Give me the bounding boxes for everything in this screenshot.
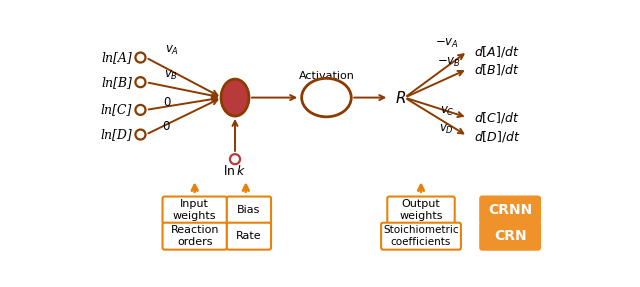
FancyBboxPatch shape: [163, 223, 227, 250]
FancyBboxPatch shape: [227, 223, 271, 250]
Text: $v_B$: $v_B$: [164, 69, 178, 82]
Text: Output
weights: Output weights: [399, 199, 443, 221]
Text: $\ln k$: $\ln k$: [223, 164, 246, 178]
Ellipse shape: [301, 78, 351, 117]
Text: $\exp(x)$: $\exp(x)$: [306, 89, 347, 106]
FancyBboxPatch shape: [381, 223, 461, 250]
Text: $-v_B$: $-v_B$: [437, 56, 461, 69]
FancyBboxPatch shape: [387, 197, 454, 224]
Text: CRN: CRN: [494, 229, 527, 243]
Text: ln[B]: ln[B]: [101, 76, 132, 89]
Text: $0$: $0$: [162, 120, 171, 133]
FancyBboxPatch shape: [163, 197, 227, 224]
Text: Activation: Activation: [298, 71, 355, 81]
Text: $v_C$: $v_C$: [440, 105, 454, 118]
Text: Input
weights: Input weights: [173, 199, 216, 221]
FancyBboxPatch shape: [480, 222, 540, 250]
Text: ln[A]: ln[A]: [101, 51, 132, 64]
Text: $d[A]/dt$: $d[A]/dt$: [474, 44, 520, 59]
Text: $v_D$: $v_D$: [439, 123, 454, 137]
Text: ln[D]: ln[D]: [100, 128, 132, 141]
Text: Bias: Bias: [237, 205, 260, 215]
Text: $0$: $0$: [163, 96, 172, 109]
Text: Stoichiometric
coefficients: Stoichiometric coefficients: [383, 225, 459, 247]
Text: $d[B]/dt$: $d[B]/dt$: [474, 62, 520, 77]
Text: $R$: $R$: [396, 90, 406, 106]
Text: $d[D]/dt$: $d[D]/dt$: [474, 129, 520, 144]
Text: Rate: Rate: [236, 231, 262, 241]
FancyBboxPatch shape: [480, 196, 540, 224]
Text: ln[C]: ln[C]: [100, 103, 132, 117]
Text: Reaction
orders: Reaction orders: [170, 225, 219, 247]
Text: $-v_A$: $-v_A$: [435, 37, 460, 50]
Text: $d[C]/dt$: $d[C]/dt$: [474, 110, 520, 125]
Text: CRNN: CRNN: [488, 203, 532, 217]
Ellipse shape: [221, 79, 249, 116]
Text: $v_A$: $v_A$: [165, 44, 179, 57]
FancyBboxPatch shape: [227, 197, 271, 224]
